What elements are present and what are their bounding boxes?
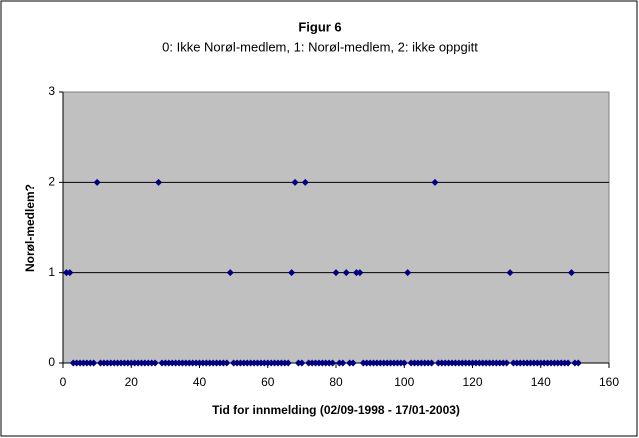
x-tick-label: 140 (531, 375, 551, 389)
point (332, 269, 340, 277)
point (93, 178, 101, 186)
point (503, 359, 511, 367)
point (404, 269, 412, 277)
point (349, 359, 357, 367)
x-tick-label: 60 (261, 375, 275, 389)
point (284, 359, 292, 367)
point (400, 359, 408, 367)
point (226, 269, 234, 277)
point (506, 269, 514, 277)
y-tick-label: 2 (48, 175, 55, 189)
point (288, 269, 296, 277)
point (155, 178, 163, 186)
point (291, 178, 299, 186)
point (90, 359, 98, 367)
x-axis-label: Tid for innmelding (02/09-1998 - 17/01-2… (212, 403, 460, 417)
chart-subtitle: 0: Ikke Norøl-medlem, 1: Norøl-medlem, 2… (162, 39, 478, 54)
point (564, 359, 572, 367)
y-tick-label: 0 (48, 355, 55, 369)
x-tick-label: 0 (60, 375, 67, 389)
x-tick-label: 160 (599, 375, 619, 389)
point (298, 359, 306, 367)
x-tick-label: 40 (193, 375, 207, 389)
point (223, 359, 231, 367)
chart-title: Figur 6 (298, 19, 341, 34)
point (66, 269, 74, 277)
point (567, 269, 575, 277)
point (301, 178, 309, 186)
y-axis-label: Norøl-medlem? (23, 184, 37, 272)
x-tick-label: 120 (462, 375, 482, 389)
y-tick-label: 3 (48, 84, 55, 98)
point (151, 359, 159, 367)
point (428, 359, 436, 367)
y-tick-label: 1 (48, 265, 55, 279)
point (329, 359, 337, 367)
point (339, 359, 347, 367)
point (431, 178, 439, 186)
x-tick-label: 80 (329, 375, 343, 389)
x-tick-label: 20 (125, 375, 139, 389)
point (342, 269, 350, 277)
plot-area (62, 91, 610, 364)
point (574, 359, 582, 367)
x-tick-label: 100 (394, 375, 414, 389)
point (356, 269, 364, 277)
